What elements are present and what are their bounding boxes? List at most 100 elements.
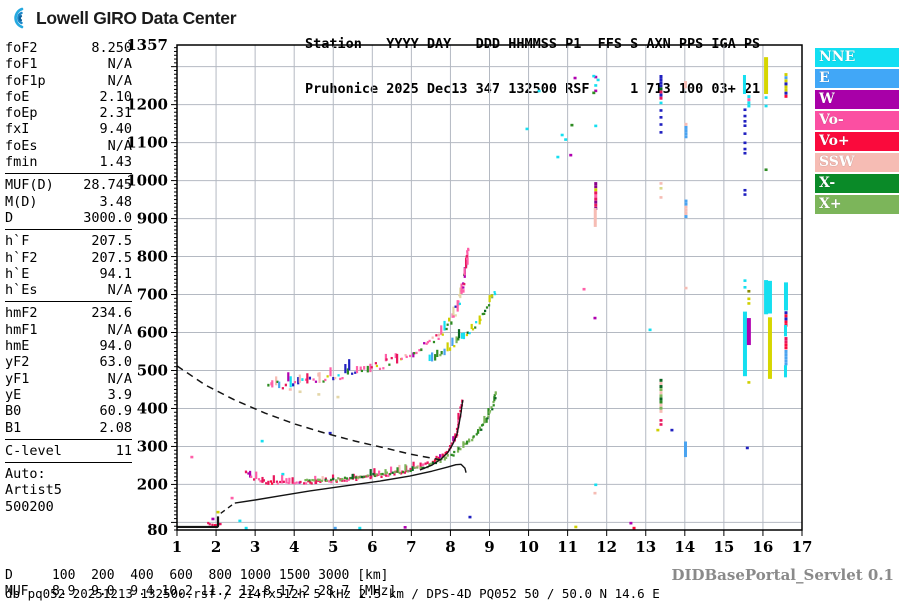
svg-text:300: 300: [137, 437, 168, 455]
param-value: N/A: [107, 56, 132, 73]
param-value: 28.745: [83, 177, 132, 194]
svg-text:15: 15: [713, 538, 734, 556]
param-value: 207.5: [91, 249, 132, 266]
trace-f-trace-x-first-hop: [304, 391, 497, 483]
svg-text:8: 8: [445, 538, 455, 556]
legend-item-NNE: NNE: [815, 48, 899, 67]
svg-text:1000: 1000: [126, 172, 168, 190]
servlet-version-label: DIDBasePortal_Servlet 0.1: [671, 566, 894, 584]
axis-ticks: [171, 47, 803, 536]
svg-text:900: 900: [137, 210, 168, 228]
param-separator: [5, 462, 132, 464]
param-value: 94.0: [99, 338, 132, 355]
svg-text:10: 10: [518, 538, 539, 556]
param-row-hF: h`F 207.5: [5, 233, 132, 249]
param-row-500200: 500200: [5, 499, 132, 515]
param-row-fmin: fmin 1.43: [5, 154, 132, 170]
param-row-MUFD: MUF(D) 28.745: [5, 177, 132, 193]
param-value: 63.0: [99, 354, 132, 371]
sparse-echo-dots: [190, 74, 749, 530]
svg-text:3: 3: [250, 538, 260, 556]
param-label: h`F2: [5, 249, 38, 266]
svg-text:700: 700: [137, 286, 168, 304]
param-row-yF1: yF1 N/A: [5, 371, 132, 387]
param-row-foF2: foF2 8.250: [5, 40, 132, 56]
param-label: D: [5, 209, 14, 226]
svg-text:16: 16: [753, 538, 774, 556]
param-row-foF1: foF1 N/A: [5, 56, 132, 72]
svg-text:80: 80: [147, 521, 168, 539]
svg-text:200: 200: [137, 475, 168, 493]
param-label: fmin: [5, 154, 38, 171]
svg-text:2: 2: [211, 538, 221, 556]
param-label: MUF(D): [5, 177, 54, 194]
param-value: N/A: [107, 321, 132, 338]
trace-second-hop-x: [428, 291, 497, 362]
rfi-noise-columns: [593, 57, 788, 458]
svg-text:13: 13: [635, 538, 656, 556]
param-value: 207.5: [91, 233, 132, 250]
param-label: 500200: [5, 498, 54, 515]
legend-item-X: X+: [815, 195, 899, 214]
param-row-D: D 3000.0: [5, 210, 132, 226]
param-value: 2.10: [99, 88, 132, 105]
svg-text:6: 6: [367, 538, 377, 556]
param-row-hmF2: hmF2 234.6: [5, 305, 132, 321]
param-row-Artist5: Artist5: [5, 482, 132, 498]
axis-tick-labels: 1357120011001000900800700600500400300200…: [126, 36, 812, 556]
legend-item-SSW: SSW: [815, 153, 899, 172]
svg-text:1200: 1200: [126, 96, 168, 114]
station-header-line1: Station YYYY DAY DDD HHMMSS P1 FFS S AXN…: [305, 36, 761, 52]
legend-item-X: X-: [815, 174, 899, 193]
svg-text:5: 5: [328, 538, 338, 556]
giro-logo: Lowell GIRO Data Center: [8, 6, 237, 30]
param-row-yF2: yF2 63.0: [5, 354, 132, 370]
param-value: 8.250: [91, 40, 132, 56]
param-label: h`Es: [5, 282, 38, 299]
param-value: N/A: [107, 72, 132, 89]
param-value: 9.40: [99, 121, 132, 138]
param-row-hE: h`E 94.1: [5, 266, 132, 282]
giro-wave-icon: [14, 7, 24, 29]
param-value: 234.6: [91, 305, 132, 322]
trace-profile-e-baseline: [177, 516, 220, 529]
svg-text:9: 9: [484, 538, 494, 556]
param-separator: [5, 438, 132, 440]
param-label: B0: [5, 403, 22, 420]
param-value: N/A: [107, 370, 132, 387]
trace-transmission-curve: [176, 365, 447, 462]
parameter-panel: foF2 8.250 foF1 N/A foF1p N/A foE 2.10 foEp 2.31 f…: [5, 40, 132, 515]
param-row-B0: B0 60.9: [5, 403, 132, 419]
param-value: 11: [115, 442, 132, 459]
svg-text:7: 7: [406, 538, 416, 556]
legend-item-Vo: Vo+: [815, 132, 899, 151]
param-label: C-level: [5, 442, 62, 459]
param-separator: [5, 229, 132, 231]
legend-item-W: W: [815, 90, 899, 109]
trace-true-height-profile: [234, 463, 467, 504]
param-row-fxI: fxI 9.40: [5, 121, 132, 137]
status-line: db pq052 20251213 132500.rsf / 214fx512h…: [5, 586, 660, 601]
param-label: h`E: [5, 265, 30, 282]
param-row-foEp: foEp 2.31: [5, 105, 132, 121]
station-header: Station YYYY DAY DDD HHMMSS P1 FFS S AXN…: [305, 7, 760, 112]
muf-distance-table: D 100 200 400 600 800 1000 1500 3000 [km…: [5, 568, 397, 599]
echo-legend: NNE E W Vo- Vo+ SSW X- X+: [815, 48, 899, 216]
param-row-hmE: hmE 94.0: [5, 338, 132, 354]
svg-text:14: 14: [674, 538, 695, 556]
param-row-foE: foE 2.10: [5, 89, 132, 105]
param-row-foEs: foEs N/A: [5, 138, 132, 154]
param-value: 3.9: [107, 386, 132, 403]
station-header-line2: Pruhonice 2025 Dec13 347 132500 RSF 1 71…: [305, 81, 761, 97]
svg-text:4: 4: [289, 538, 299, 556]
param-row-hEs: h`Es N/A: [5, 282, 132, 298]
param-label: foEp: [5, 105, 38, 122]
param-label: foE: [5, 88, 30, 105]
param-row-Clevel: C-level 11: [5, 443, 132, 459]
svg-text:1357: 1357: [126, 36, 168, 54]
param-label: B1: [5, 419, 22, 436]
param-value: 3.48: [99, 193, 132, 210]
logo-text: Lowell GIRO Data Center: [36, 7, 237, 28]
svg-text:1100: 1100: [126, 134, 168, 152]
